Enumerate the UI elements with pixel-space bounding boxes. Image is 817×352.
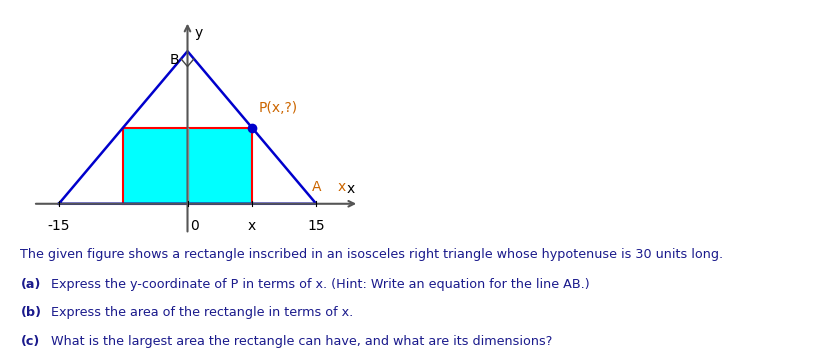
Text: What is the largest area the rectangle can have, and what are its dimensions?: What is the largest area the rectangle c… [47, 335, 553, 348]
Text: Express the area of the rectangle in terms of x.: Express the area of the rectangle in ter… [47, 306, 354, 319]
Text: x: x [346, 182, 355, 196]
Text: Express the y-coordinate of P in terms of x. (Hint: Write an equation for the li: Express the y-coordinate of P in terms o… [47, 278, 590, 291]
Bar [123, 127, 252, 204]
Text: (a): (a) [20, 278, 41, 291]
Text: A: A [312, 180, 321, 194]
Text: B: B [169, 53, 179, 67]
Text: 15: 15 [307, 219, 325, 233]
Text: -15: -15 [47, 219, 70, 233]
Text: 0: 0 [190, 219, 199, 233]
Text: y: y [194, 26, 203, 40]
Text: x: x [337, 180, 346, 194]
Text: The given figure shows a rectangle inscribed in an isosceles right triangle whos: The given figure shows a rectangle inscr… [20, 248, 724, 261]
Text: (c): (c) [20, 335, 40, 348]
Text: x: x [248, 219, 256, 233]
Text: P(x,?): P(x,?) [259, 101, 298, 115]
Text: (b): (b) [20, 306, 42, 319]
